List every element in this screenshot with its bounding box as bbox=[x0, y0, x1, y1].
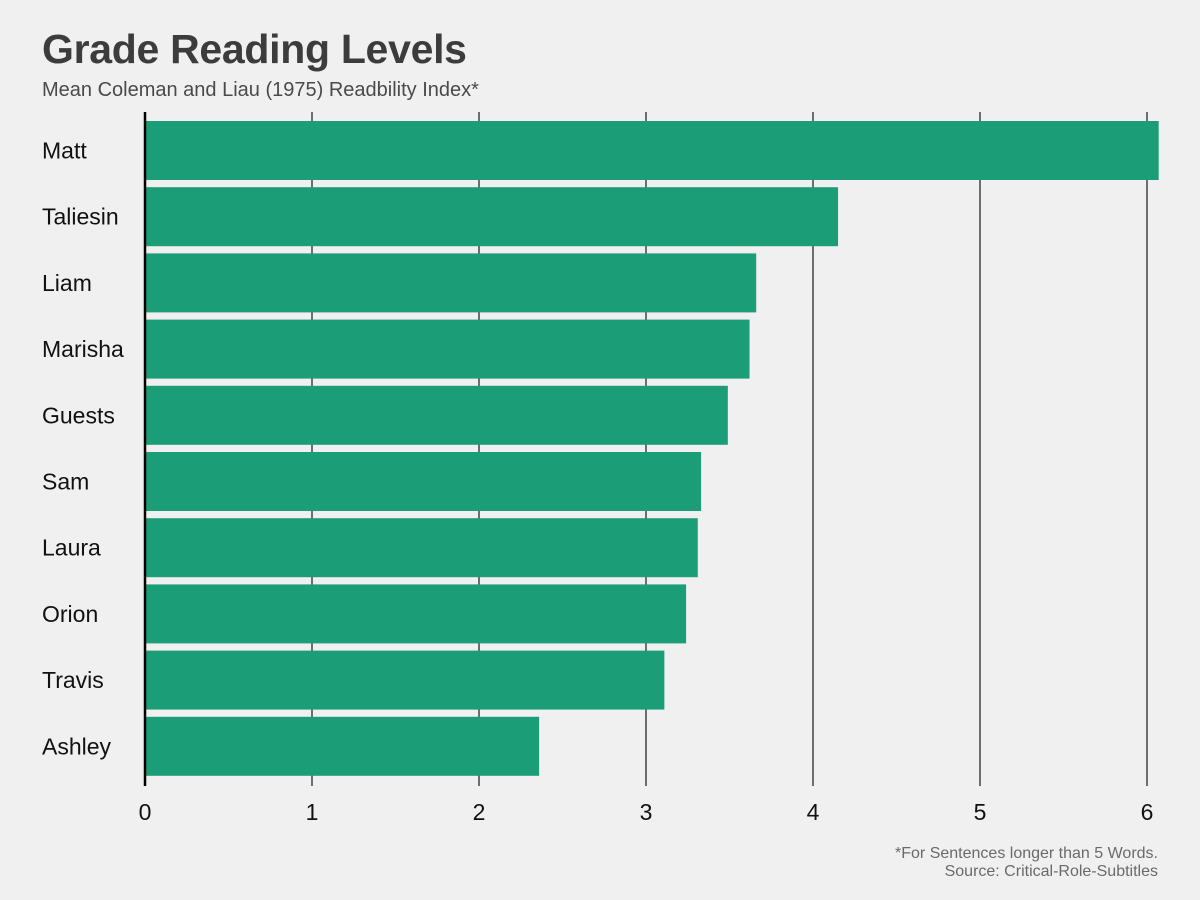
category-label-marisha: Marisha bbox=[42, 336, 124, 362]
bar-laura bbox=[145, 518, 698, 578]
category-label-orion: Orion bbox=[42, 601, 98, 627]
x-tick-label-3: 3 bbox=[640, 799, 653, 825]
chart-title: Grade Reading Levels bbox=[42, 26, 467, 72]
bar-travis bbox=[145, 650, 665, 710]
bar-orion bbox=[145, 584, 687, 644]
x-tick-label-6: 6 bbox=[1141, 799, 1154, 825]
bars bbox=[145, 121, 1159, 776]
chart-caption: *For Sentences longer than 5 Words. Sour… bbox=[895, 845, 1158, 881]
chart-subtitle: Mean Coleman and Liau (1975) Readbility … bbox=[42, 79, 479, 101]
bar-taliesin bbox=[145, 187, 839, 247]
category-label-taliesin: Taliesin bbox=[42, 204, 119, 230]
x-tick-label-0: 0 bbox=[139, 799, 152, 825]
category-label-travis: Travis bbox=[42, 667, 104, 693]
category-label-sam: Sam bbox=[42, 469, 89, 495]
caption-source: Source: Critical-Role-Subtitles bbox=[944, 863, 1158, 880]
category-label-liam: Liam bbox=[42, 270, 92, 296]
category-label-laura: Laura bbox=[42, 535, 101, 561]
category-label-ashley: Ashley bbox=[42, 733, 112, 759]
bar-marisha bbox=[145, 319, 750, 379]
x-tick-label-2: 2 bbox=[473, 799, 486, 825]
bar-liam bbox=[145, 253, 757, 313]
category-label-guests: Guests bbox=[42, 402, 115, 428]
x-tick-label-5: 5 bbox=[974, 799, 987, 825]
x-tick-labels: 0 1 2 3 4 5 6 bbox=[139, 799, 1154, 825]
caption-footnote: *For Sentences longer than 5 Words. bbox=[895, 845, 1158, 862]
x-tick-label-1: 1 bbox=[306, 799, 319, 825]
bar-matt bbox=[145, 121, 1159, 180]
category-labels: Matt Taliesin Liam Marisha Guests Sam Laura Ori… bbox=[42, 138, 124, 760]
bar-guests bbox=[145, 385, 728, 445]
x-tick-label-4: 4 bbox=[807, 799, 820, 825]
bar-sam bbox=[145, 452, 702, 511]
category-label-matt: Matt bbox=[42, 138, 87, 164]
bar-ashley bbox=[145, 716, 540, 776]
